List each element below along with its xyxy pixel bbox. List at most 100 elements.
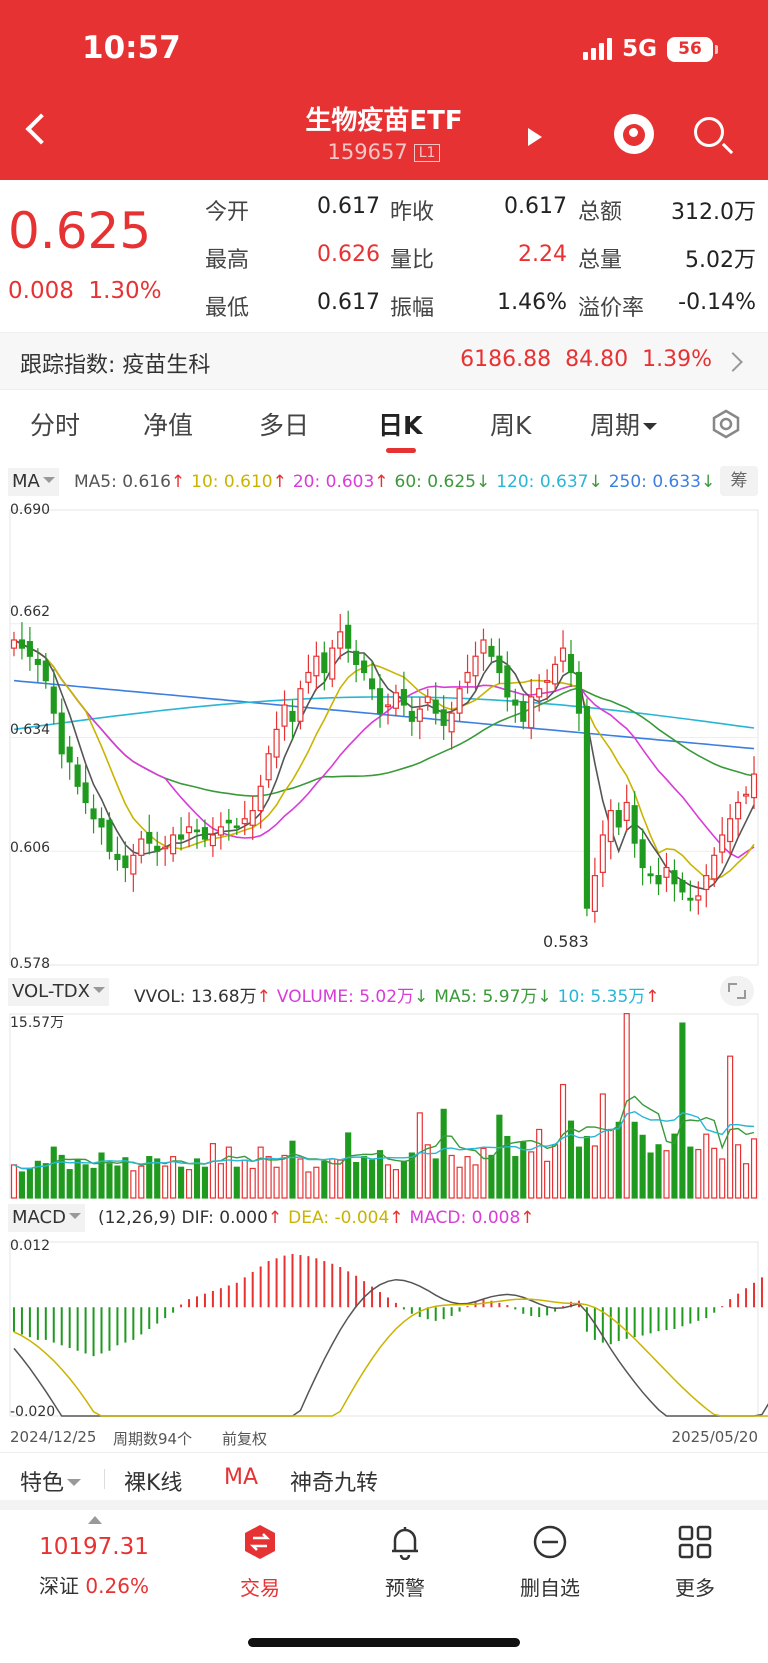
- volume-chart[interactable]: [0, 1010, 768, 1200]
- candle: [233, 825, 240, 829]
- candle: [695, 895, 702, 901]
- legend-arrow: ↓: [537, 987, 552, 1007]
- nav-trade-label: 交易: [240, 1576, 280, 1600]
- candle: [122, 855, 129, 869]
- ma250-line: [13, 679, 755, 750]
- quote-value: 312.0万: [671, 200, 756, 225]
- naked-k-button[interactable]: 裸K线: [124, 1471, 183, 1496]
- legend-arrow: ↑: [520, 1208, 535, 1228]
- search-icon[interactable]: [694, 117, 724, 147]
- quote-label: 昨收: [390, 200, 435, 225]
- vol-axis-max: 15.57万: [10, 1015, 65, 1031]
- volume-bar: [50, 1146, 57, 1199]
- macd-chart[interactable]: [0, 1236, 768, 1422]
- tab-period-label: 周期: [590, 411, 641, 440]
- legend-text: MA5: 0.616: [74, 472, 171, 492]
- mascot-assistant-icon[interactable]: [614, 114, 654, 154]
- candle: [719, 834, 726, 853]
- volume-bar: [647, 1152, 654, 1199]
- quote-value: 5.02万: [685, 248, 756, 273]
- candle: [679, 879, 686, 893]
- legend-text: 20: 0.603: [292, 472, 375, 492]
- status-time: 10:57: [82, 30, 181, 66]
- candle: [368, 678, 376, 690]
- macd-legend-item: MACD: 0.008↑: [410, 1208, 535, 1228]
- volume-bar: [42, 1163, 49, 1199]
- candle: [408, 710, 415, 722]
- price-axis-min: 0.578: [10, 956, 51, 972]
- volume-bar: [376, 1150, 384, 1199]
- volume-bar: [424, 1144, 431, 1199]
- candle: [305, 671, 312, 683]
- expand-icon[interactable]: [720, 976, 754, 1006]
- volume-bar: [512, 1156, 519, 1199]
- macd-indicator-button[interactable]: MACD: [8, 1204, 85, 1232]
- vol-indicator-button[interactable]: VOL-TDX: [8, 978, 109, 1006]
- settings-hexagon-icon[interactable]: [710, 408, 742, 440]
- quote-label: 最低: [205, 296, 250, 321]
- candle: [98, 818, 105, 828]
- macd-legend-items: (12,26,9) DIF: 0.000↑ DEA: -0.004↑ MACD: 0…: [98, 1208, 541, 1228]
- tracking-index-values: 6186.88 84.80 1.39%: [460, 347, 712, 372]
- macd-legend-item: (12,26,9) DIF: 0.000↑: [98, 1208, 282, 1228]
- tracking-index-row[interactable]: 跟踪指数: 疫苗生科 6186.88 84.80 1.39%: [0, 332, 768, 390]
- dea-line: [13, 1298, 768, 1417]
- volume-bar: [552, 1144, 559, 1199]
- quote-label: 溢价率: [578, 296, 645, 321]
- grid-icon: [678, 1525, 712, 1559]
- quote-value: 0.617: [317, 194, 380, 219]
- candle: [265, 753, 272, 781]
- candlestick-chart[interactable]: [0, 500, 768, 975]
- tracking-index-pct: 1.39%: [642, 347, 712, 372]
- legend-arrow: ↑: [272, 472, 287, 492]
- volume-bar: [305, 1171, 312, 1199]
- next-stock-icon[interactable]: [528, 128, 542, 146]
- tab-period[interactable]: 周期: [590, 406, 658, 442]
- volume-bar: [695, 1148, 702, 1199]
- ma-legend-items: MA5: 0.616↑ 10: 0.610↑ 20: 0.603↑ 60: 0.625…: [74, 472, 721, 492]
- status-icons: 5G 56: [583, 36, 718, 62]
- chip-distribution-button[interactable]: 筹: [720, 466, 758, 496]
- volume-bar: [265, 1156, 272, 1199]
- tracking-index-value: 6186.88: [460, 347, 552, 372]
- legend-arrow: ↓: [475, 472, 491, 492]
- tab-nav[interactable]: 净值: [143, 411, 194, 440]
- candle: [313, 655, 320, 677]
- volume-bar: [607, 1128, 614, 1199]
- feature-button[interactable]: 特色: [20, 1465, 82, 1497]
- quote-label: 总量: [578, 248, 623, 273]
- volume-bar: [289, 1140, 296, 1199]
- header-bar: 10:57 5G 56 生物疫苗ETF 159657 L1: [0, 0, 768, 180]
- tracking-index-change: 84.80: [565, 347, 629, 372]
- tab-daily-k[interactable]: 日K: [378, 411, 423, 440]
- candle: [281, 704, 288, 727]
- candle: [472, 655, 479, 677]
- tab-weekly-k[interactable]: 周K: [490, 411, 532, 440]
- candle: [416, 708, 423, 722]
- candle: [742, 793, 750, 797]
- volume-bar: [703, 1133, 710, 1199]
- active-tab-indicator: [386, 448, 416, 453]
- battery-level: 56: [678, 39, 702, 59]
- candle: [552, 663, 559, 685]
- macd-legend-item: DEA: -0.004↑: [288, 1208, 403, 1228]
- change-percent: 1.30%: [88, 278, 162, 304]
- candle: [544, 680, 551, 683]
- magic-nine-button[interactable]: 神奇九转: [290, 1471, 379, 1496]
- tab-multiday[interactable]: 多日: [259, 411, 310, 440]
- ma-indicator-button[interactable]: MA: [8, 468, 59, 496]
- legend-arrow: ↑: [645, 987, 660, 1007]
- ma-toggle-button[interactable]: MA: [224, 1465, 259, 1490]
- candle: [50, 686, 57, 714]
- candle: [337, 631, 344, 649]
- quote-value: 0.617: [504, 194, 567, 219]
- volume-bar: [170, 1156, 177, 1199]
- tab-intraday[interactable]: 分时: [30, 411, 81, 440]
- volume-bar: [353, 1161, 360, 1199]
- volume-bar: [361, 1156, 368, 1199]
- candle: [178, 834, 185, 840]
- candle: [583, 706, 590, 909]
- adjust-mode[interactable]: 前复权: [222, 1430, 268, 1448]
- low-price-marker: 0.583: [543, 932, 589, 951]
- candle: [647, 873, 654, 877]
